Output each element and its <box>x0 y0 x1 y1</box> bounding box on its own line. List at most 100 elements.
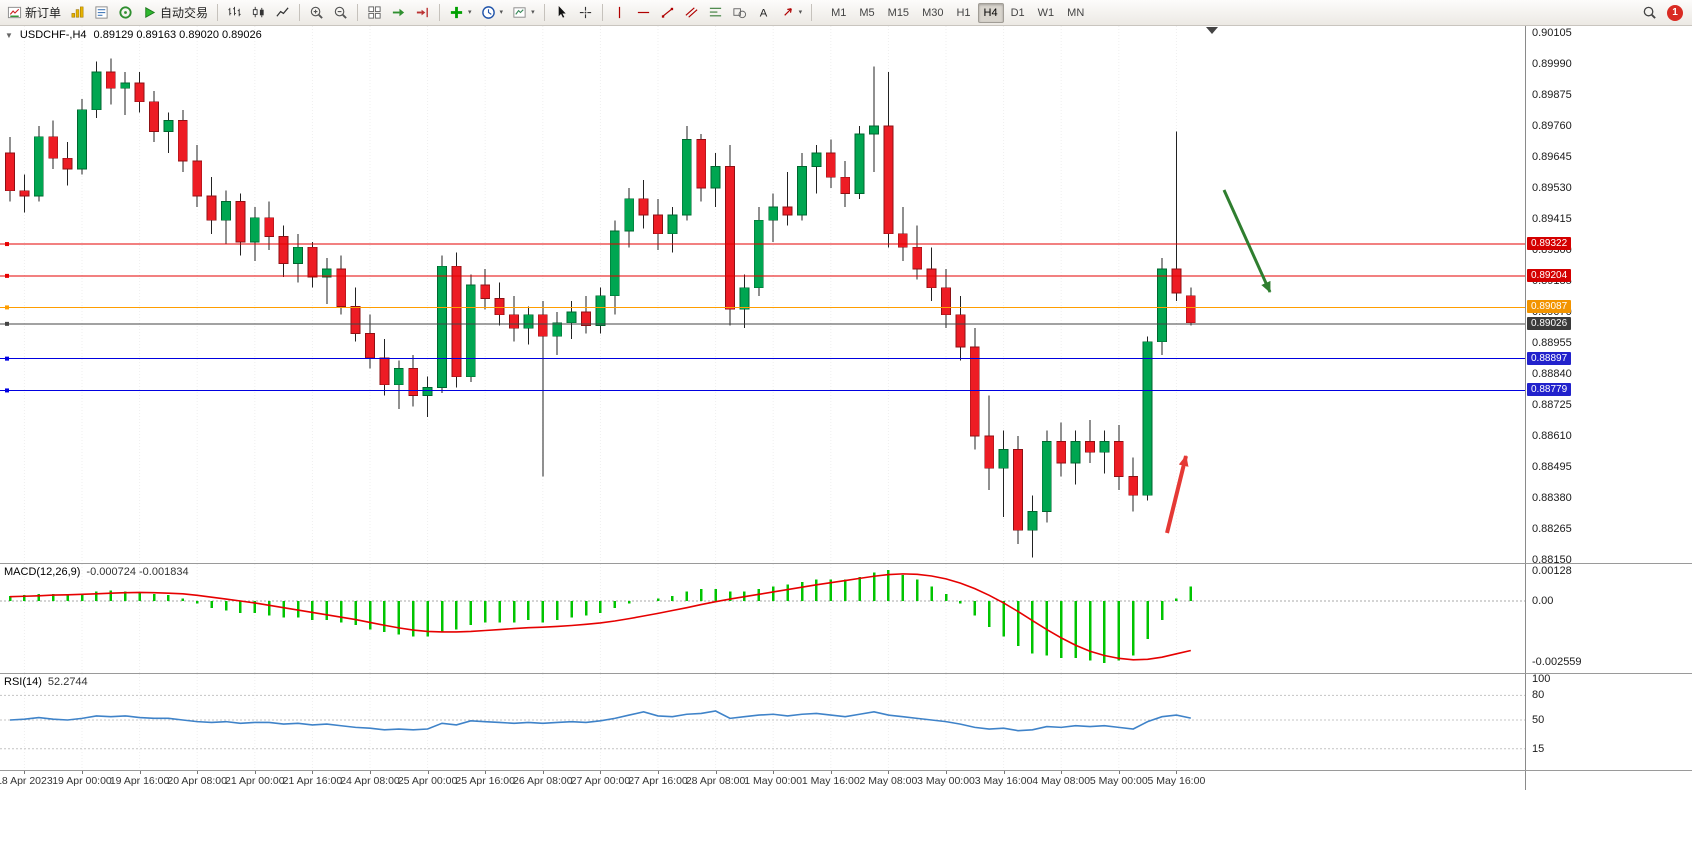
rsi-chart <box>0 674 1525 770</box>
chart-candles-button[interactable] <box>247 2 270 23</box>
time-tick <box>946 771 947 774</box>
main-chart-panel: ▼ USDCHF-,H4 0.89129 0.89163 0.89020 0.8… <box>0 26 1692 563</box>
cursor-button[interactable] <box>550 2 573 23</box>
candle <box>163 112 174 153</box>
price-line-badge: 0.89322 <box>1527 237 1572 251</box>
tile-windows-button[interactable] <box>363 2 386 23</box>
market-watch-button[interactable] <box>66 2 89 23</box>
time-label: 19 Apr 00:00 <box>52 775 112 787</box>
tile-windows-icon <box>368 6 381 19</box>
zoom-in-button[interactable] <box>305 2 328 23</box>
timeframe-mn-button[interactable]: MN <box>1061 3 1090 23</box>
time-tick <box>82 771 83 774</box>
time-tick <box>715 771 717 774</box>
time-label: 1 May 00:00 <box>744 775 803 787</box>
macd-indicator-name: MACD(12,26,9) <box>4 566 81 578</box>
price-line-badge: 0.89204 <box>1527 268 1572 282</box>
candle <box>393 360 404 410</box>
candle <box>1142 336 1153 501</box>
candle <box>77 99 87 175</box>
crosshair-button[interactable] <box>574 2 597 23</box>
chart-line-button[interactable] <box>271 2 294 23</box>
search-button[interactable] <box>1638 2 1661 23</box>
rsi-indicator-name: RSI(14) <box>4 676 42 688</box>
timeframe-m30-button[interactable]: M30 <box>916 3 949 23</box>
one-click-trading-toggle[interactable]: ▼ <box>5 30 13 40</box>
indicators-button[interactable]: ▾ <box>445 2 476 23</box>
main-chart-canvas[interactable]: ▼ USDCHF-,H4 0.89129 0.89163 0.89020 0.8… <box>0 26 1525 563</box>
candle <box>969 328 980 450</box>
candle <box>667 206 678 253</box>
chart-shift-marker[interactable] <box>1206 27 1218 34</box>
candle <box>408 355 419 407</box>
candle <box>149 90 159 143</box>
vertical-line-button[interactable] <box>608 2 631 23</box>
candle <box>1041 430 1052 523</box>
uptrend-arrow[interactable] <box>1165 455 1189 534</box>
timeframe-group: M1 M5 M15 M30 H1 H4 D1 W1 MN <box>825 2 1090 23</box>
timeframe-m5-button[interactable]: M5 <box>853 3 880 23</box>
data-window-button[interactable] <box>90 2 113 23</box>
navigator-button[interactable] <box>114 2 137 23</box>
candle <box>696 134 707 202</box>
cursor-icon <box>558 5 566 18</box>
candle <box>739 274 750 329</box>
channel-icon <box>685 7 698 18</box>
chevron-down-icon: ▾ <box>798 9 803 16</box>
macd-chart-canvas[interactable]: MACD(12,26,9) -0.000724 -0.001834 <box>0 564 1525 673</box>
zoom-out-button[interactable] <box>329 2 352 23</box>
time-scale[interactable]: 18 Apr 2023 19 Apr 00:00 19 Apr 16:00 20 Ap… <box>0 771 1525 790</box>
candle <box>609 220 620 315</box>
price-label: 0.88725 <box>1532 399 1572 411</box>
channel-button[interactable] <box>680 2 703 23</box>
horizontal-line-button[interactable] <box>632 2 655 23</box>
time-tick <box>312 771 314 774</box>
candle <box>350 287 361 342</box>
timeframe-h1-button[interactable]: H1 <box>950 3 976 23</box>
candles-layer <box>5 58 1196 558</box>
shapes-button[interactable] <box>728 2 751 23</box>
macd-scale-label: -0.002559 <box>1532 655 1582 668</box>
arrow-tool-button[interactable]: ▾ <box>776 2 807 23</box>
macd-scale-axis[interactable]: 0.00128 0.00 -0.002559 <box>1525 564 1692 673</box>
notification-badge[interactable]: 1 <box>1667 4 1683 21</box>
new-order-icon <box>7 6 22 19</box>
rsi-chart-canvas[interactable]: RSI(14) 52.2744 <box>0 674 1525 770</box>
period-button[interactable]: ▾ <box>477 2 508 23</box>
price-line-badge: 0.88897 <box>1527 351 1572 365</box>
candle <box>1185 287 1196 326</box>
candle <box>1099 430 1110 474</box>
candle <box>912 225 923 280</box>
price-line-badge: 0.89087 <box>1527 300 1572 314</box>
trendline-button[interactable] <box>656 2 679 23</box>
auto-scroll-button[interactable] <box>387 2 410 23</box>
new-order-button[interactable]: 新订单 <box>3 2 65 23</box>
candle <box>710 152 721 207</box>
chart-shift-button[interactable] <box>411 2 434 23</box>
candle <box>1085 419 1095 463</box>
price-axis[interactable]: 0.90105 0.89990 0.89875 0.89760 0.89645 0.895… <box>1525 26 1692 563</box>
fibonacci-button[interactable] <box>704 2 727 23</box>
rsi-scale-axis[interactable]: 100 80 50 15 <box>1525 674 1692 770</box>
toolbar: 新订单 自动交易 <box>0 0 1692 26</box>
price-label: 0.89645 <box>1532 151 1572 163</box>
timeframe-h4-button[interactable]: H4 <box>977 2 1004 23</box>
timeframe-d1-button[interactable]: D1 <box>1005 3 1031 23</box>
shapes-icon <box>732 8 746 19</box>
candlestick-chart <box>0 26 1525 563</box>
autotrading-button[interactable]: 自动交易 <box>138 2 212 23</box>
downtrend-arrow[interactable] <box>1222 189 1272 293</box>
candle <box>221 190 231 245</box>
text-tool-button[interactable]: A <box>752 2 775 23</box>
timeframe-w1-button[interactable]: W1 <box>1032 3 1061 23</box>
time-tick <box>542 771 544 774</box>
candle <box>1128 457 1139 512</box>
time-tick <box>1003 771 1005 774</box>
templates-button[interactable]: ▾ <box>508 2 539 23</box>
timeframe-m15-button[interactable]: M15 <box>882 3 915 23</box>
timeframe-m1-button[interactable]: M1 <box>825 3 852 23</box>
rsi-indicator-value: 52.2744 <box>47 676 88 688</box>
chart-bars-button[interactable] <box>223 2 246 23</box>
time-tick <box>139 771 141 774</box>
